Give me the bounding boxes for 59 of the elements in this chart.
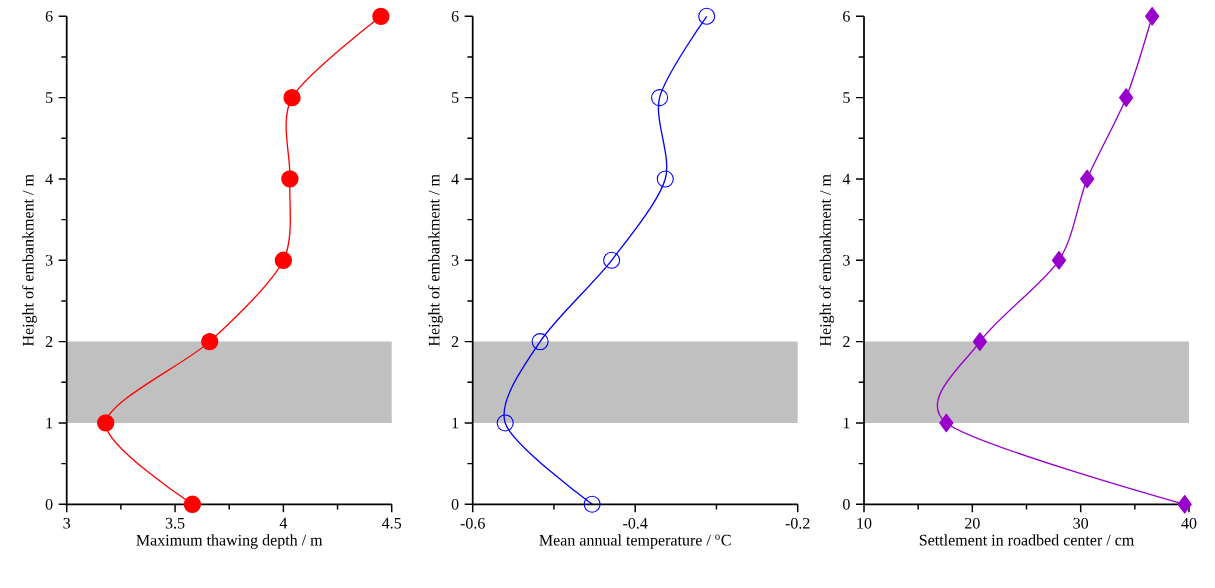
y-tick-label: 0: [843, 498, 850, 510]
y-tick-label: 3: [451, 254, 459, 266]
y-tick-label: 3: [843, 254, 850, 266]
x-tick-label: 40: [1181, 517, 1197, 529]
x-tick-label: 30: [1073, 517, 1089, 529]
x-tick-label: -0.4: [623, 517, 648, 529]
x-tick-label: -0.6: [460, 517, 485, 529]
point: [496, 414, 514, 432]
y-tick-label: 6: [45, 10, 53, 22]
point: [603, 251, 621, 269]
y-tick-label: 5: [843, 92, 850, 103]
y-axis-title: Height of embankment / m: [819, 174, 835, 347]
point: [656, 170, 674, 188]
y-tick-label: 2: [45, 336, 53, 347]
x-tick-label: 3.5: [165, 517, 185, 529]
y-tick-label: 6: [451, 10, 459, 22]
point: [698, 7, 716, 25]
y-tick-label: 4: [451, 173, 459, 185]
point: [939, 413, 954, 433]
y-tick-label: 2: [451, 336, 459, 347]
x-tick-label: -0.2: [785, 517, 810, 529]
y-tick-label: 5: [452, 92, 459, 103]
y-tick-label: 0: [45, 498, 53, 510]
y-tick-label: 4: [45, 173, 53, 185]
y-tick-label: 6: [843, 10, 850, 22]
point: [201, 332, 219, 351]
point: [1145, 6, 1160, 26]
point: [651, 89, 669, 107]
point: [281, 170, 299, 188]
point: [372, 7, 390, 25]
x-tick-label: 4.5: [382, 517, 402, 529]
point: [1080, 169, 1095, 189]
point: [972, 332, 988, 351]
y-tick-label: 0: [451, 498, 459, 510]
y-tick-label: 4: [842, 173, 851, 185]
y-tick-label: 1: [452, 417, 459, 429]
point: [283, 88, 301, 107]
y-tick-label: 3: [45, 254, 53, 266]
x-axis-title: Settlement in roadbed center / cm: [919, 534, 1135, 546]
y-axis-title: Height of embankment / m: [428, 174, 443, 347]
point: [1177, 494, 1192, 514]
y-tick-label: 2: [843, 336, 850, 347]
point: [1118, 88, 1134, 107]
x-axis-title: Mean annual temperature / $^{o}$C: [539, 534, 731, 549]
point: [1051, 250, 1067, 270]
y-tick-label: 1: [843, 417, 850, 429]
x-axis-title: Maximum thawing depth / m: [136, 534, 323, 549]
point: [183, 495, 202, 513]
point: [531, 333, 549, 351]
y-axis-title: Height of embankment / m: [22, 174, 37, 347]
point: [97, 414, 115, 432]
point: [274, 251, 293, 269]
x-tick-label: 4: [279, 517, 288, 529]
x-tick-label: 10: [857, 517, 872, 529]
x-tick-label: 3: [63, 517, 71, 529]
y-tick-label: 1: [46, 417, 53, 429]
y-tick-label: 5: [46, 92, 53, 103]
x-tick-label: 20: [965, 517, 980, 529]
point: [583, 495, 601, 513]
